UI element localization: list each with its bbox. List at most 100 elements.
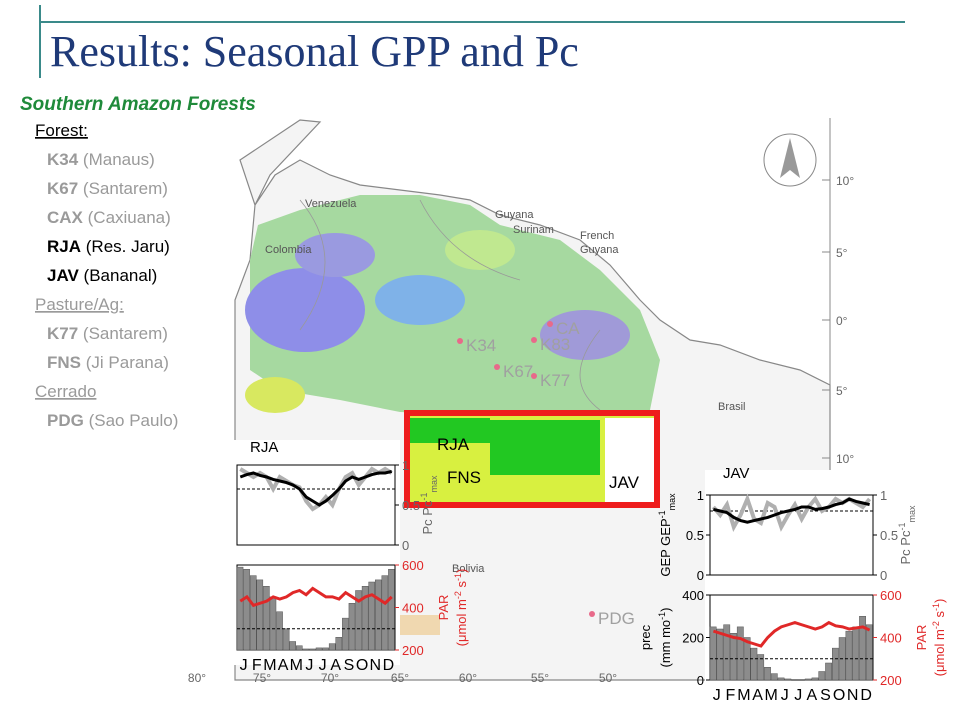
prec-bar [750,647,758,681]
site-label: CA [556,319,580,338]
prec-bar [709,626,717,681]
prec-bar [764,667,771,681]
prec-bar [845,630,853,681]
lon-label: 60° [459,671,477,685]
axis-label-part: ) [932,599,947,603]
prec-bar [269,596,277,651]
y-tick-label: 0.5 [686,528,704,543]
site-entry: CAX (Caxiuana) [47,208,171,227]
chart-site: JAV [723,465,749,482]
legend-swatch [400,615,440,635]
site-marker [457,338,463,344]
prec-bar [256,579,264,651]
country-label: French [580,230,614,242]
month-label: A [752,687,763,704]
y2-tick-label: 200 [880,673,902,688]
axis-label-part: -1 [657,510,667,518]
prec-bar [276,611,283,651]
prec-bar [322,647,329,651]
lon-label: 50° [599,671,617,685]
site-place: (Ji Parana) [86,353,169,372]
axis-label: (μmol m-2 s-1) [931,599,947,677]
prec-bar [361,586,369,651]
site-entry: K34 (Manaus) [47,150,155,169]
site-code: FNS [47,353,81,372]
group-heading: Pasture/Ag: [35,295,124,314]
prec-bar [282,628,290,651]
month-label: A [807,687,818,704]
site-entry: RJA (Res. Jaru) [47,237,170,256]
series-line [712,620,871,648]
month-label: S [820,687,831,704]
lat-label: 0° [836,314,848,328]
lon-label: 75° [253,671,271,685]
month-label: J [781,687,789,704]
month-label: O [356,657,368,674]
site-code: K34 [47,150,79,169]
site-marker [531,337,537,343]
axis-label-part: -2 [453,591,463,599]
country-label: Venezuela [305,198,357,210]
axis-label-part: (mm mo [658,620,673,668]
site-marker [589,611,595,617]
site-entry: K77 (Santarem) [47,324,168,343]
lat-label: 5° [836,246,848,260]
site-code: CAX [47,208,84,227]
prec-bar [368,581,375,651]
prec-bar [381,575,389,651]
country-label: Colombia [265,244,312,256]
month-label: D [383,657,395,674]
site-place: (Santarem) [83,324,168,343]
axis-label-part: GEP GEP [658,518,673,576]
prec-bar [249,575,257,651]
axis-label: PAR [914,625,929,651]
axis-label-part: max [907,505,917,523]
country-label: Guyana [495,209,534,221]
month-label: A [278,657,289,674]
prec-bar [315,647,323,651]
y2-tick-label: 0.5 [402,498,420,513]
y-tick-label: 400 [682,588,704,603]
axis-label-part: PAR [436,595,451,621]
month-label: A [330,657,341,674]
prec-bar [342,617,349,651]
site-code: K77 [47,324,78,343]
country-label: Guyana [580,244,619,256]
site-code: K67 [47,179,78,198]
site-marker [494,364,500,370]
lat-label: 10° [836,174,854,188]
prec-bar [309,648,316,651]
y2-tick-label: 600 [880,588,902,603]
prec-bar [770,673,778,681]
prec-bar [335,637,343,651]
axis-label-part: -1 [897,523,907,531]
prec-bar [818,671,826,681]
site-label: K77 [540,371,570,390]
prec-bar [865,624,873,681]
axis-label-part: Pc Pc [420,500,435,534]
prec-bar [348,603,356,651]
site-place: (Bananal) [84,266,158,285]
north-arrow [780,138,800,178]
prec-bar [859,616,866,681]
y-tick-label: 0 [697,673,704,688]
lon-label: 55° [531,671,549,685]
axis-label-part: s [454,581,469,592]
axis-label-part: -2 [931,621,941,629]
lon-label: 80° [188,671,206,685]
axis-label-part: Pc Pc [898,530,913,564]
group-heading: Cerrado [35,382,96,401]
vegetation [605,418,655,503]
site-list: Forest: K34 (Manaus) K67 (Santarem) CAX (Ca… [35,121,178,430]
month-label: M [263,657,276,674]
site-label: K83 [540,335,570,354]
month-label: J [240,657,248,674]
axis-label-part: s [932,611,947,622]
site-label: K67 [503,362,533,381]
y2-tick-label: 0 [880,568,887,583]
vegetation [295,233,375,277]
prec-bar [328,643,336,651]
prec-bar [263,586,270,651]
prec-bar [716,628,724,681]
